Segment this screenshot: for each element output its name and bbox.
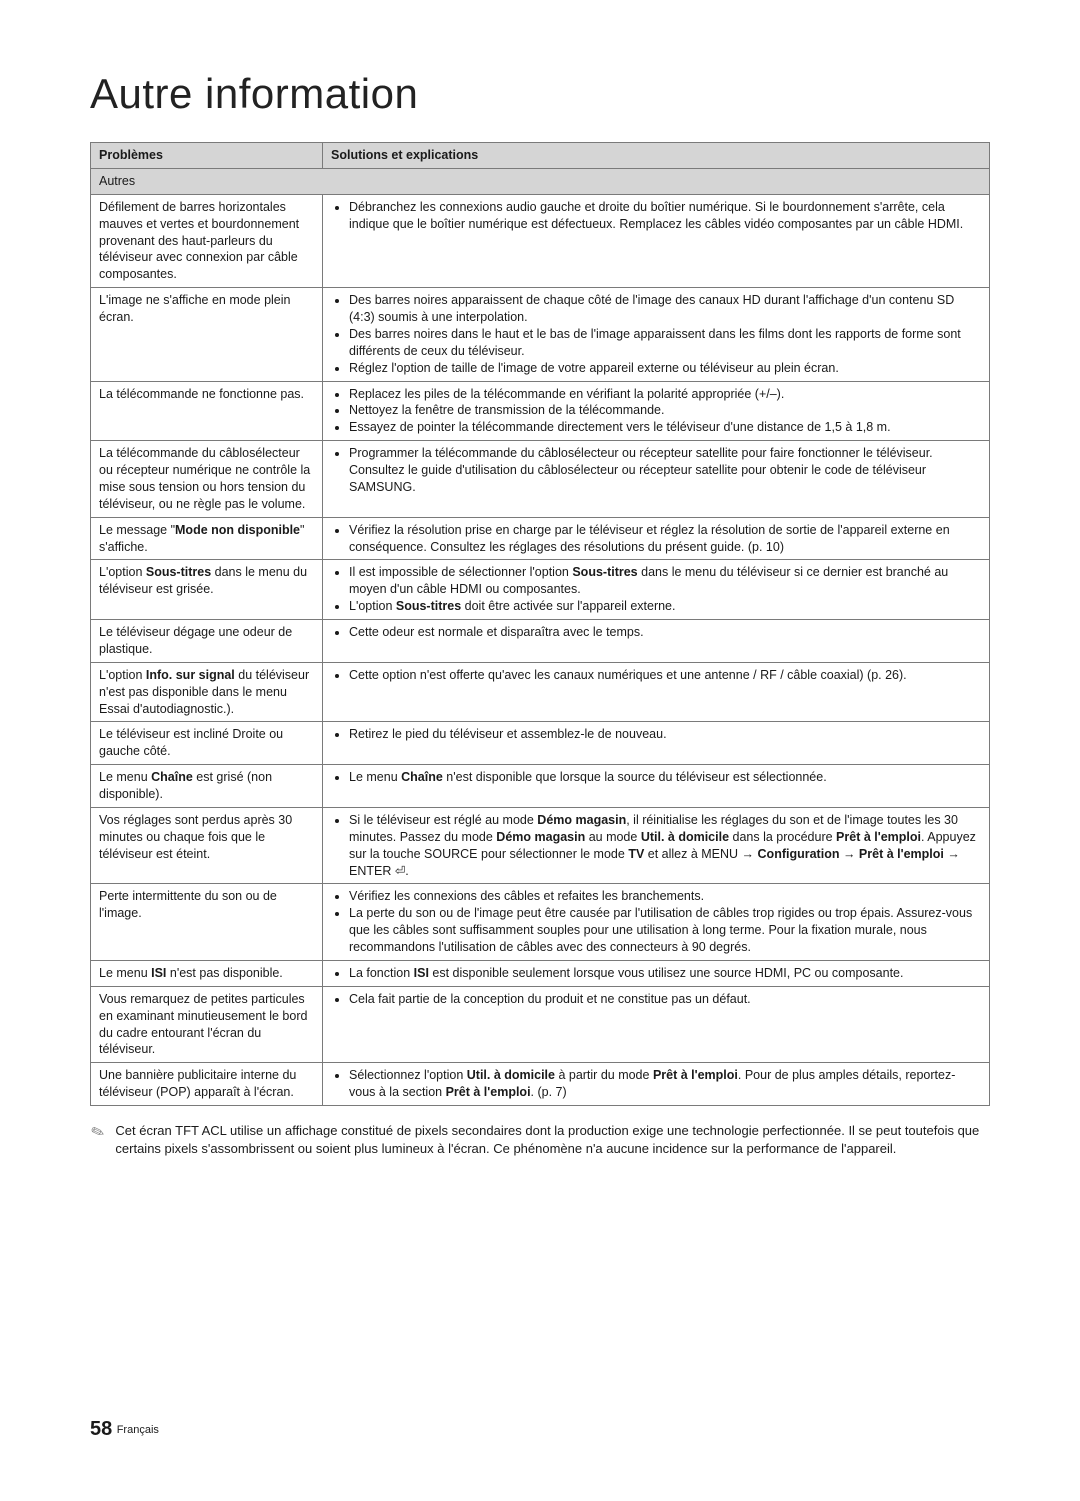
problem-cell: La télécommande ne fonctionne pas. [91,381,323,441]
solution-cell: Replacez les piles de la télécommande en… [323,381,990,441]
page-language: Français [117,1424,159,1436]
table-row: L'image ne s'affiche en mode plein écran… [91,288,990,381]
problem-cell: L'option Info. sur signal du téléviseur … [91,662,323,722]
solution-cell: Vérifiez les connexions des câbles et re… [323,884,990,961]
solution-cell: Débranchez les connexions audio gauche e… [323,194,990,287]
solution-item: Essayez de pointer la télécommande direc… [349,419,981,436]
problem-cell: Vos réglages sont perdus après 30 minute… [91,807,323,884]
solution-item: Replacez les piles de la télécommande en… [349,386,981,403]
problem-cell: Une bannière publicitaire interne du tél… [91,1063,323,1106]
table-row: Une bannière publicitaire interne du tél… [91,1063,990,1106]
problem-cell: Le menu ISI n'est pas disponible. [91,960,323,986]
solution-cell: Programmer la télécommande du câblosélec… [323,441,990,518]
solution-item: La fonction ISI est disponible seulement… [349,965,981,982]
table-row: Défilement de barres horizontales mauves… [91,194,990,287]
table-row: L'option Info. sur signal du téléviseur … [91,662,990,722]
solution-item: Le menu Chaîne n'est disponible que lors… [349,769,981,786]
table-row: Le menu Chaîne est grisé (non disponible… [91,765,990,808]
solution-item: Nettoyez la fenêtre de transmission de l… [349,402,981,419]
solution-item: La perte du son ou de l'image peut être … [349,905,981,956]
table-row: Vos réglages sont perdus après 30 minute… [91,807,990,884]
problem-cell: Le menu Chaîne est grisé (non disponible… [91,765,323,808]
problem-cell: Perte intermittente du son ou de l'image… [91,884,323,961]
solution-cell: Si le téléviseur est réglé au mode Démo … [323,807,990,884]
table-row: La télécommande ne fonctionne pas. Replac… [91,381,990,441]
table-row: L'option Sous-titres dans le menu du tél… [91,560,990,620]
table-row: Perte intermittente du son ou de l'image… [91,884,990,961]
table-row: Le menu ISI n'est pas disponible. La fonc… [91,960,990,986]
solution-item: Cette option n'est offerte qu'avec les c… [349,667,981,684]
table-row: Le message "Mode non disponible" s'affic… [91,517,990,560]
problem-cell: Le téléviseur dégage une odeur de plasti… [91,620,323,663]
table-row: Le téléviseur est incliné Droite ou gauc… [91,722,990,765]
troubleshoot-table: Problèmes Solutions et explications Autr… [90,142,990,1106]
problem-cell: Défilement de barres horizontales mauves… [91,194,323,287]
table-row: La télécommande du câblosélecteur ou réc… [91,441,990,518]
table-row: Vous remarquez de petites particules en … [91,986,990,1063]
problem-cell: Vous remarquez de petites particules en … [91,986,323,1063]
solution-item: Débranchez les connexions audio gauche e… [349,199,981,233]
solution-cell: Sélectionnez l'option Util. à domicile à… [323,1063,990,1106]
note-text: Cet écran TFT ACL utilise un affichage c… [115,1122,986,1158]
solution-item: Programmer la télécommande du câblosélec… [349,445,981,496]
th-problemes: Problèmes [91,143,323,169]
solution-item: Si le téléviseur est réglé au mode Démo … [349,812,981,880]
solution-cell: Retirez le pied du téléviseur et assembl… [323,722,990,765]
section-row: Autres [91,168,990,194]
solution-item: Cela fait partie de la conception du pro… [349,991,981,1008]
solution-cell: Cela fait partie de la conception du pro… [323,986,990,1063]
note-block: ✎ Cet écran TFT ACL utilise un affichage… [90,1122,990,1158]
section-label: Autres [91,168,990,194]
page-title: Autre information [90,70,990,118]
solution-cell: La fonction ISI est disponible seulement… [323,960,990,986]
solution-item: Des barres noires dans le haut et le bas… [349,326,981,360]
solution-item: Sélectionnez l'option Util. à domicile à… [349,1067,981,1101]
page-footer: 58 Français [90,1418,990,1441]
page-number: 58 [90,1418,112,1440]
solution-cell: Il est impossible de sélectionner l'opti… [323,560,990,620]
problem-cell: L'option Sous-titres dans le menu du tél… [91,560,323,620]
solution-cell: Des barres noires apparaissent de chaque… [323,288,990,381]
solution-item: Retirez le pied du téléviseur et assembl… [349,726,981,743]
table-body: Autres Défilement de barres horizontales… [91,168,990,1105]
solution-item: L'option Sous-titres doit être activée s… [349,598,981,615]
solution-cell: Cette option n'est offerte qu'avec les c… [323,662,990,722]
table-row: Le téléviseur dégage une odeur de plasti… [91,620,990,663]
solution-item: Vérifiez la résolution prise en charge p… [349,522,981,556]
solution-cell: Vérifiez la résolution prise en charge p… [323,517,990,560]
problem-cell: La télécommande du câblosélecteur ou réc… [91,441,323,518]
solution-item: Des barres noires apparaissent de chaque… [349,292,981,326]
solution-item: Vérifiez les connexions des câbles et re… [349,888,981,905]
solution-item: Cette odeur est normale et disparaîtra a… [349,624,981,641]
problem-cell: Le téléviseur est incliné Droite ou gauc… [91,722,323,765]
solution-cell: Cette odeur est normale et disparaîtra a… [323,620,990,663]
solution-cell: Le menu Chaîne n'est disponible que lors… [323,765,990,808]
solution-item: Réglez l'option de taille de l'image de … [349,360,981,377]
problem-cell: L'image ne s'affiche en mode plein écran… [91,288,323,381]
th-solutions: Solutions et explications [323,143,990,169]
note-icon: ✎ [88,1121,113,1160]
solution-item: Il est impossible de sélectionner l'opti… [349,564,981,598]
problem-cell: Le message "Mode non disponible" s'affic… [91,517,323,560]
